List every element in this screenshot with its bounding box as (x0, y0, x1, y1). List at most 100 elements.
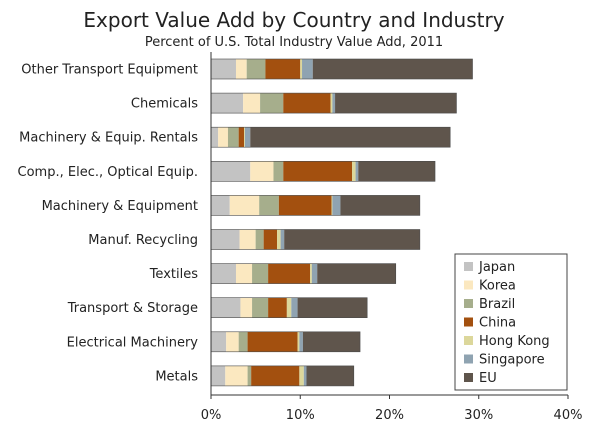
category-label: Chemicals (131, 97, 198, 112)
legend-swatch (464, 280, 473, 290)
x-tick-label: 10% (286, 408, 315, 423)
category-label: Textiles (149, 267, 199, 282)
x-tick-label: 20% (375, 408, 404, 423)
bar-segment-eu (284, 229, 420, 250)
bar-segment-korea (239, 229, 256, 250)
bar-segment-japan (211, 365, 226, 386)
bar-segment-korea (225, 365, 248, 386)
bar-segment-hong-kong (277, 229, 281, 250)
chart-subtitle: Percent of U.S. Total Industry Value Add… (145, 35, 443, 50)
category-labels: Other Transport Equipment Chemicals Machin… (18, 63, 199, 385)
bar-segment-china (268, 297, 287, 318)
bar-segment-brazil (273, 161, 284, 182)
legend-swatch (464, 299, 473, 308)
bar-segment-brazil (247, 365, 252, 386)
bar-segment-brazil (227, 127, 239, 148)
bar-segment-eu (250, 127, 451, 148)
bar-segment-singapore (355, 161, 359, 182)
x-tick-label: 30% (464, 408, 493, 423)
bar-segment-eu (312, 59, 473, 79)
x-tick-label: 0% (201, 408, 222, 423)
bar-segment-brazil (255, 229, 264, 250)
bar-segment-japan (211, 127, 219, 148)
category-label: Metals (155, 369, 198, 384)
bars-group (210, 58, 473, 387)
bar-segment-china (247, 331, 298, 352)
bar-segment-eu (335, 93, 457, 114)
legend-swatch (464, 336, 473, 345)
bar-segment-hong-kong (330, 93, 333, 114)
bar-segment-korea (226, 331, 239, 352)
category-label: Transport & Storage (67, 301, 198, 316)
bar-segment-china (283, 93, 331, 114)
legend-label: China (479, 316, 516, 331)
bar-segment-hong-kong (300, 59, 303, 79)
bar-segment-singapore (332, 93, 336, 114)
legend-swatch (464, 354, 473, 364)
bar-segment-brazil (260, 93, 284, 114)
category-label: Manuf. Recycling (88, 233, 198, 248)
bar-segment-hong-kong (352, 161, 356, 182)
bar-segment-china (238, 127, 245, 148)
category-label: Machinery & Equipment (42, 199, 198, 214)
bar-segment-brazil (238, 331, 248, 352)
bar-segment-singapore (332, 195, 341, 216)
bar-segment-china (251, 365, 300, 386)
bar-segment-singapore (299, 331, 303, 352)
bar-segment-japan (211, 195, 230, 216)
bar-segment-china (278, 195, 332, 216)
legend-label: Japan (478, 260, 515, 275)
legend-box (454, 253, 568, 391)
bar-segment-brazil (252, 297, 269, 318)
bar-segment-eu (358, 161, 436, 182)
bar-segment-china (263, 229, 278, 250)
legend-label: Brazil (479, 297, 515, 312)
legend-swatch (464, 373, 473, 382)
bar-segment-eu (297, 297, 368, 318)
bar-segment-hong-kong (286, 297, 292, 318)
category-label: Machinery & Equip. Rentals (19, 131, 198, 146)
bar-segment-hong-kong (299, 365, 304, 386)
bar-segment-brazil (246, 59, 266, 79)
bar-segment-china (265, 59, 301, 79)
bar-segment-korea (243, 93, 261, 114)
bar-segment-singapore (302, 59, 313, 79)
bar-segment-brazil (259, 195, 279, 216)
legend-swatch (464, 317, 473, 327)
category-label: Other Transport Equipment (21, 63, 198, 78)
bar-segment-hong-kong (310, 263, 312, 284)
bar-segment-korea (229, 195, 260, 216)
bar-segment-hong-kong (331, 195, 333, 216)
bar-segment-brazil (252, 263, 269, 284)
bar-segment-japan (211, 297, 241, 318)
legend-swatch (464, 262, 473, 271)
bar-segment-eu (306, 365, 354, 386)
bar-segment-japan (211, 229, 240, 250)
bar-segment-singapore (303, 365, 307, 386)
legend-label: Singapore (479, 353, 545, 368)
bar-segment-singapore (280, 229, 285, 250)
bar-segment-korea (250, 161, 274, 182)
chart-title: Export Value Add by Country and Industry (83, 8, 504, 32)
bar-segment-eu (317, 263, 396, 284)
bar-segment-china (283, 161, 353, 182)
bar-segment-japan (211, 331, 227, 352)
bar-segment-japan (211, 93, 244, 114)
legend-label: EU (479, 371, 497, 386)
category-label: Comp., Elec., Optical Equip. (18, 165, 198, 180)
bar-segment-korea (235, 263, 253, 284)
bar-segment-singapore (311, 263, 318, 284)
bar-segment-korea (235, 59, 247, 79)
bar-segment-japan (211, 161, 251, 182)
legend-label: Hong Kong (479, 334, 550, 349)
bar-segment-eu (340, 195, 420, 216)
x-tick-label: 40% (554, 408, 583, 423)
bar-segment-japan (211, 263, 236, 284)
legend-label: Korea (479, 279, 516, 294)
bar-segment-singapore (244, 127, 251, 148)
bar-segment-japan (211, 59, 236, 79)
category-label: Electrical Machinery (67, 335, 199, 350)
bar-segment-korea (218, 127, 228, 148)
bar-segment-singapore (291, 297, 298, 318)
